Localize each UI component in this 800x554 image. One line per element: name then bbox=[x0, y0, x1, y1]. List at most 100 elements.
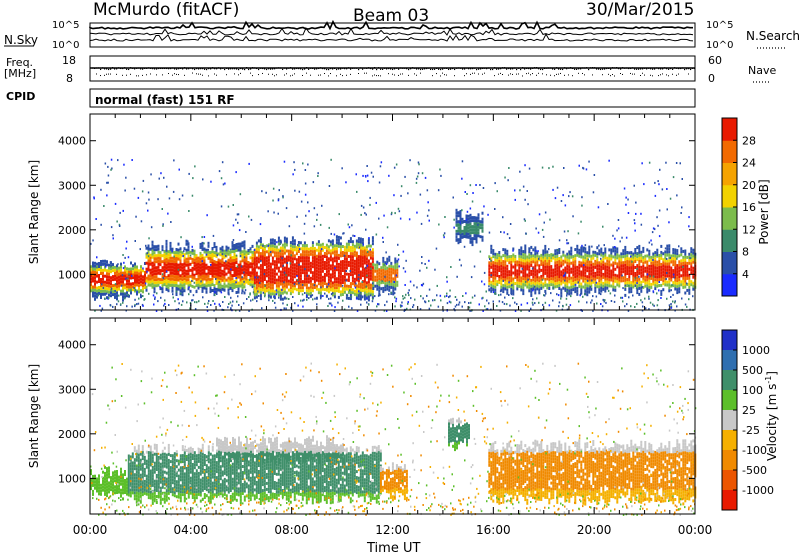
data-cell bbox=[686, 255, 689, 259]
speckle-cell bbox=[666, 188, 668, 190]
data-cell bbox=[325, 249, 328, 253]
data-cell bbox=[520, 258, 523, 262]
speckle-cell bbox=[449, 295, 451, 298]
data-cell bbox=[347, 296, 350, 300]
data-cell bbox=[263, 260, 266, 263]
data-cell bbox=[678, 281, 681, 285]
speckle-cell bbox=[413, 284, 415, 287]
data-cell bbox=[392, 292, 395, 296]
speckle-cell bbox=[592, 191, 595, 194]
data-cell bbox=[259, 252, 262, 256]
data-cell bbox=[568, 256, 571, 260]
data-cell bbox=[233, 253, 236, 256]
data-cell bbox=[213, 251, 216, 255]
data-cell bbox=[512, 247, 515, 251]
speckle-cell bbox=[512, 297, 514, 300]
data-cell bbox=[281, 291, 284, 295]
freq-point bbox=[554, 68, 556, 70]
data-cell bbox=[580, 261, 583, 265]
data-cell bbox=[285, 279, 288, 283]
speckle-cell bbox=[428, 209, 430, 212]
speckle-cell bbox=[147, 255, 150, 258]
data-cell bbox=[692, 254, 695, 258]
data-cell bbox=[171, 286, 174, 290]
data-cell bbox=[283, 245, 286, 249]
speckle-cell bbox=[422, 282, 425, 285]
data-cell bbox=[151, 267, 154, 271]
data-cell bbox=[386, 269, 389, 273]
speckle-cell bbox=[104, 297, 106, 300]
data-cell bbox=[249, 250, 252, 254]
speckle-cell bbox=[591, 279, 593, 282]
data-cell bbox=[201, 253, 204, 257]
speckle-cell bbox=[228, 293, 230, 296]
data-cell bbox=[163, 280, 166, 284]
data-cell bbox=[461, 229, 464, 233]
data-cell bbox=[658, 260, 661, 263]
data-cell bbox=[532, 272, 535, 276]
data-cell bbox=[536, 269, 539, 273]
data-cell bbox=[341, 263, 344, 266]
data-cell bbox=[291, 269, 294, 273]
data-cell bbox=[120, 289, 122, 293]
data-cell bbox=[672, 251, 675, 255]
speckle-cell bbox=[419, 308, 422, 311]
data-cell bbox=[213, 287, 216, 291]
data-cell bbox=[634, 260, 637, 263]
data-cell bbox=[560, 261, 563, 265]
data-cell bbox=[477, 213, 480, 217]
data-cell bbox=[604, 268, 607, 272]
data-cell bbox=[227, 264, 230, 268]
freq-point bbox=[640, 68, 642, 70]
data-cell bbox=[263, 278, 266, 281]
data-cell bbox=[179, 247, 182, 251]
freq-tick-bottom: 8 bbox=[66, 72, 73, 85]
speckle-cell bbox=[631, 260, 633, 263]
data-cell bbox=[305, 280, 308, 284]
data-cell bbox=[636, 264, 639, 268]
data-cell bbox=[293, 254, 296, 258]
data-cell bbox=[175, 275, 178, 278]
data-cell bbox=[259, 237, 262, 241]
data-cell bbox=[618, 284, 621, 288]
data-cell bbox=[546, 262, 549, 266]
data-cell bbox=[285, 267, 288, 271]
speckle-cell bbox=[261, 190, 263, 193]
freq-point bbox=[194, 68, 196, 71]
speckle-cell bbox=[651, 231, 654, 234]
data-cell bbox=[269, 277, 272, 281]
data-cell bbox=[237, 281, 240, 285]
data-cell bbox=[120, 277, 122, 281]
data-cell bbox=[331, 284, 334, 288]
speckle-cell bbox=[312, 181, 315, 184]
data-cell bbox=[323, 267, 326, 270]
data-cell bbox=[231, 268, 234, 272]
data-cell bbox=[183, 277, 186, 281]
speckle-cell bbox=[456, 224, 459, 227]
data-cell bbox=[570, 249, 573, 253]
data-cell bbox=[598, 249, 601, 253]
data-cell bbox=[632, 264, 635, 268]
data-cell bbox=[692, 275, 695, 279]
data-cell bbox=[215, 266, 218, 270]
data-cell bbox=[333, 247, 336, 251]
speckle-cell bbox=[508, 237, 511, 240]
data-cell bbox=[263, 269, 266, 272]
freq-point bbox=[530, 68, 532, 70]
data-cell bbox=[259, 240, 262, 244]
speckle-cell bbox=[560, 200, 563, 202]
data-cell bbox=[610, 251, 613, 255]
data-cell bbox=[367, 295, 370, 299]
data-cell bbox=[317, 243, 320, 247]
speckle-cell bbox=[161, 273, 164, 276]
data-cell bbox=[640, 280, 643, 284]
data-cell bbox=[378, 271, 381, 275]
speckle-cell bbox=[221, 253, 224, 256]
data-cell bbox=[217, 267, 220, 271]
speckle-cell bbox=[100, 188, 102, 191]
speckle-cell bbox=[278, 296, 280, 299]
speckle-cell bbox=[282, 264, 284, 267]
data-cell bbox=[275, 263, 278, 267]
freq-point bbox=[578, 68, 580, 70]
data-cell bbox=[644, 257, 647, 261]
